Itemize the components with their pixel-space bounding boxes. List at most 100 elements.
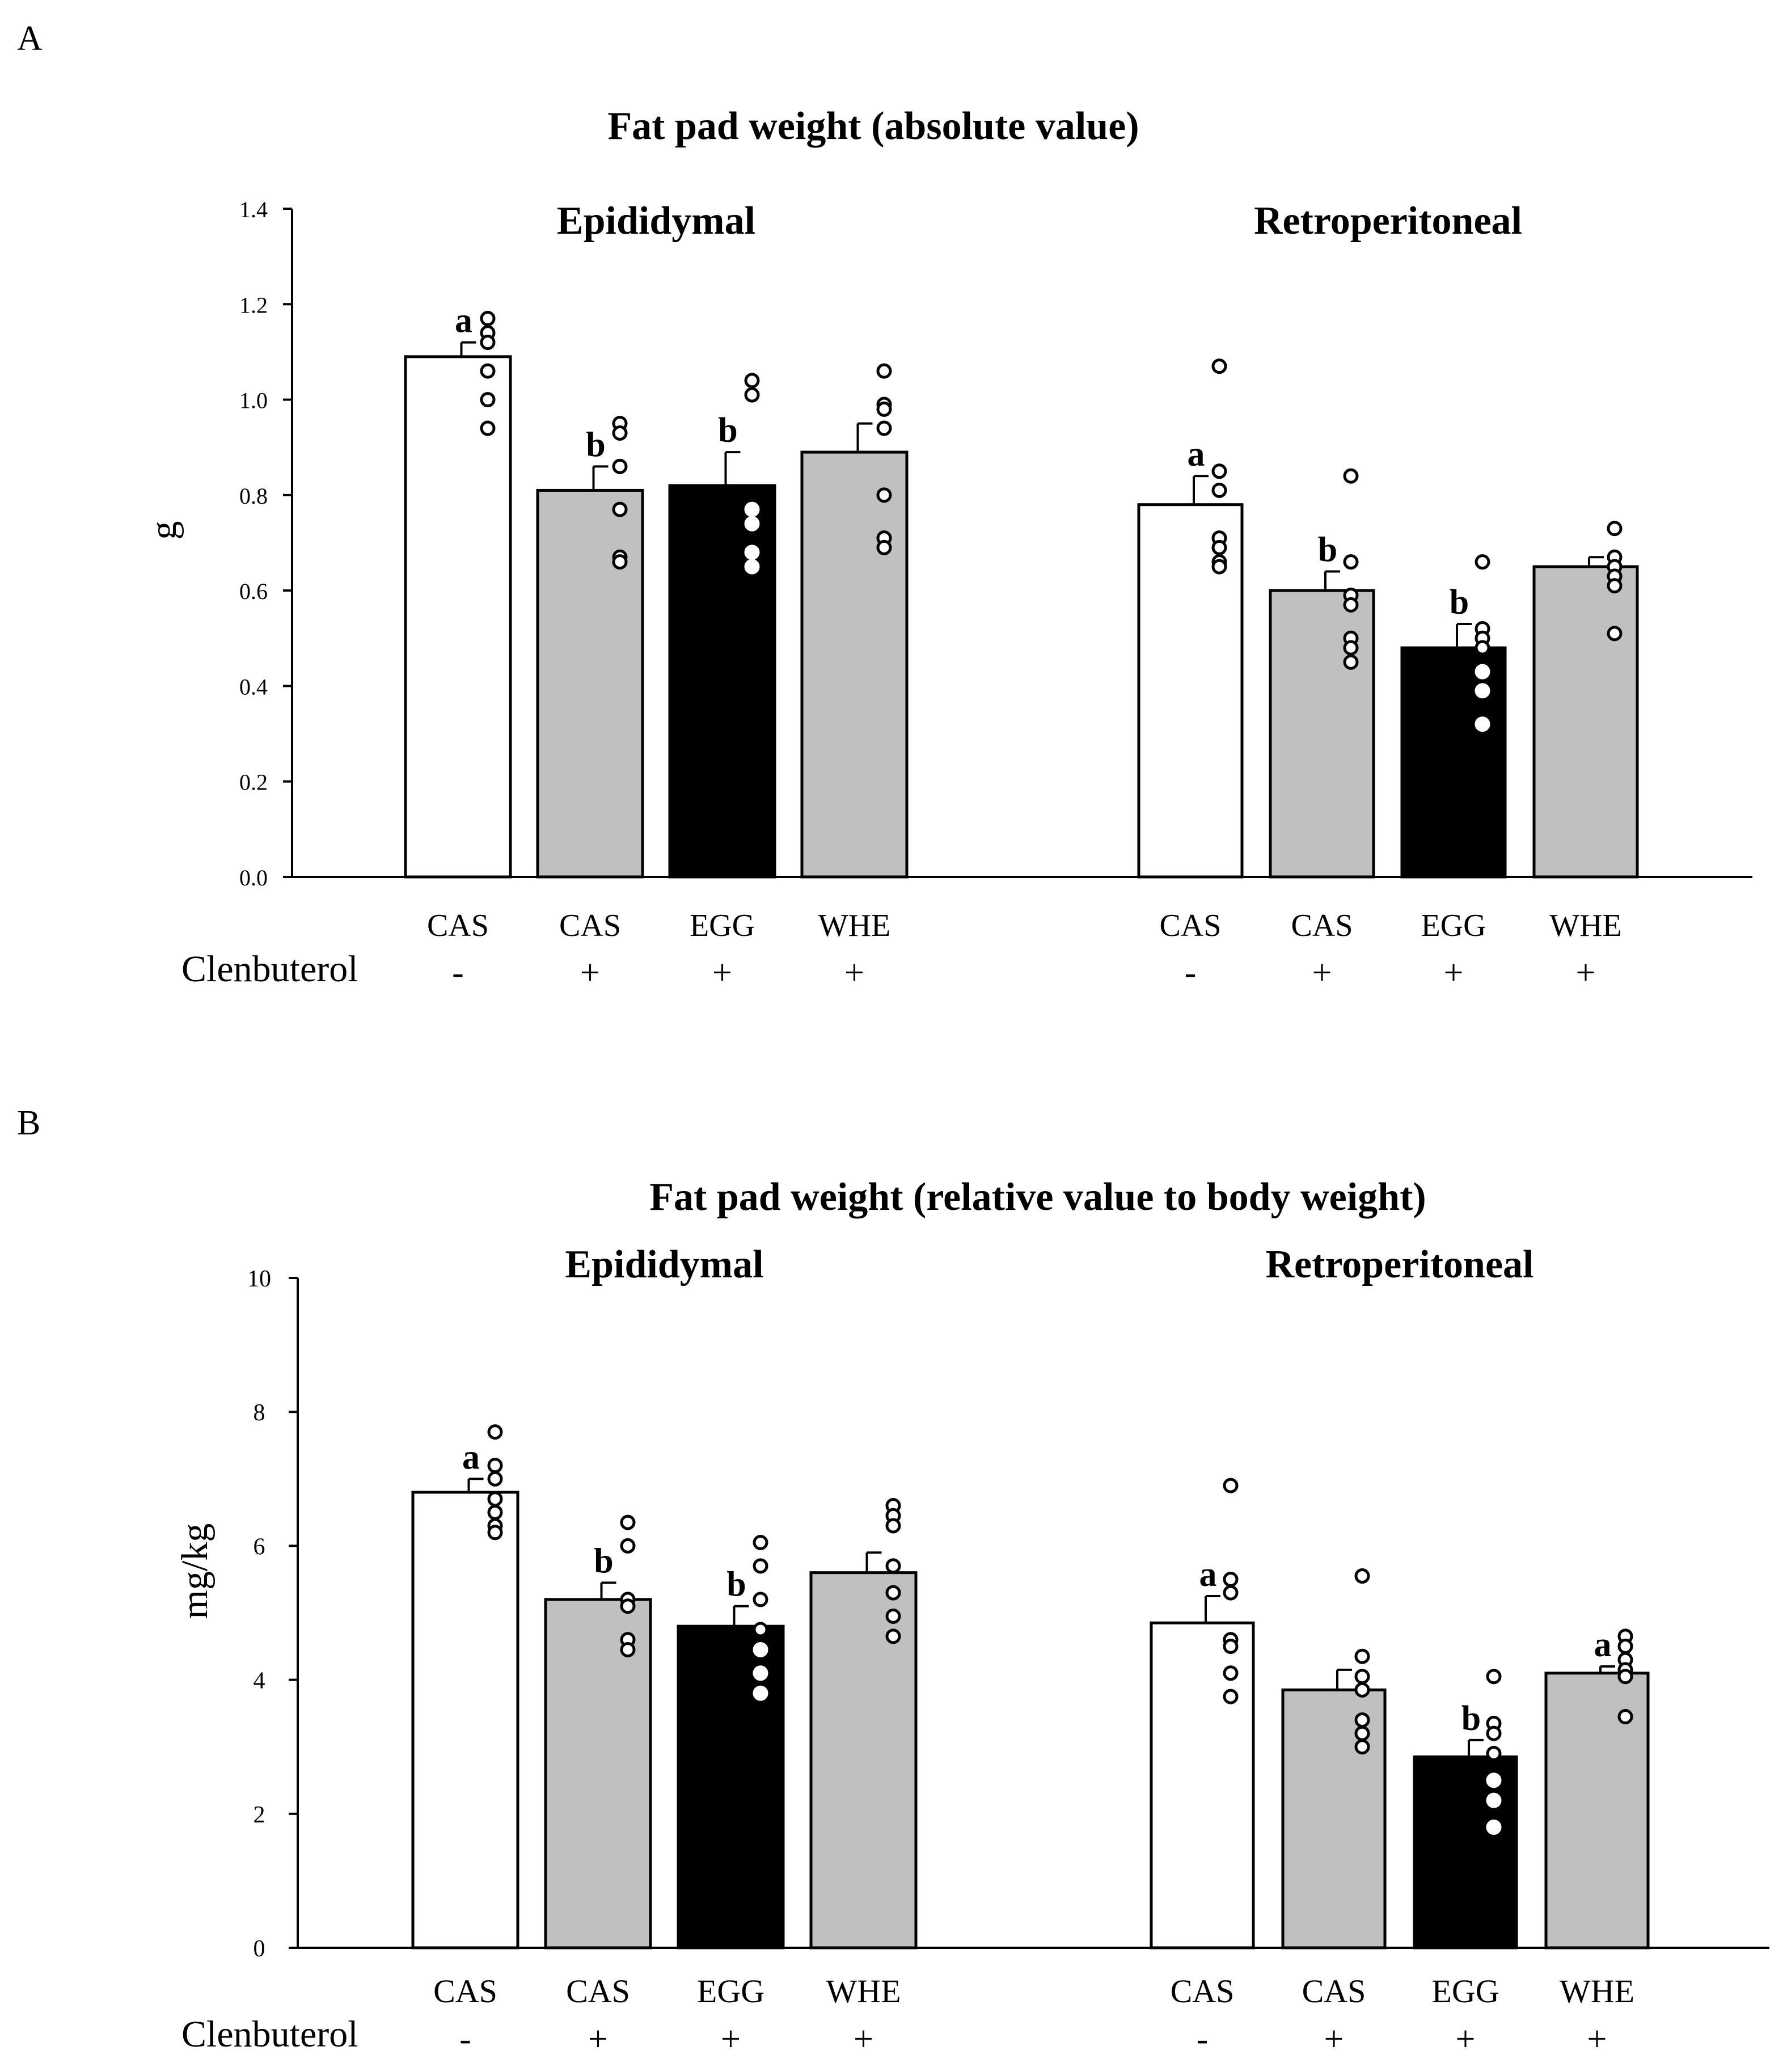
chart-title: Fat pad weight (relative value to body w… <box>649 1175 1426 1219</box>
y-tick-label: 1.2 <box>239 292 268 318</box>
significance-letter: b <box>718 411 737 450</box>
significance-letter: b <box>586 425 605 464</box>
data-point <box>1354 1682 1370 1698</box>
data-point <box>1354 1648 1370 1664</box>
data-point <box>885 1518 901 1534</box>
clenbuterol-sign: + <box>844 953 864 992</box>
clenbuterol-sign: + <box>580 953 600 992</box>
clenbuterol-sign: + <box>1587 2020 1607 2058</box>
data-point <box>480 363 496 379</box>
data-point <box>885 1558 901 1574</box>
diet-label: CAS <box>566 1973 630 2010</box>
diet-label: EGG <box>1431 1973 1499 2010</box>
data-point <box>1223 1585 1239 1601</box>
data-point <box>1343 597 1359 613</box>
y-tick-label: 0.8 <box>239 483 268 509</box>
bar-group-retroperitoneal: Retroperitoneal a CAS - b CAS + b EGG + WHE + <box>1137 199 1639 992</box>
bar <box>800 450 909 879</box>
data-point <box>753 1685 768 1701</box>
data-point <box>1607 578 1623 594</box>
clenbuterol-row-label: Clenbuterol <box>181 2014 358 2055</box>
data-point <box>1223 1478 1239 1493</box>
chart-panel-A: A Fat pad weight (absolute value) 0.0 0.2 0.… <box>17 19 1752 992</box>
data-point <box>753 1558 768 1574</box>
data-point <box>1354 1568 1370 1584</box>
data-point <box>620 1598 636 1614</box>
bar-group-retroperitoneal: Retroperitoneal a CAS - CAS + b EGG + a WHE + <box>1150 1243 1650 2058</box>
data-point <box>1343 468 1359 484</box>
data-point <box>753 1665 768 1681</box>
diet-label: WHE <box>1560 1973 1634 2010</box>
bar <box>404 355 512 879</box>
y-tick-label: 1.4 <box>239 197 268 222</box>
significance-letter: b <box>1461 1699 1481 1738</box>
diet-label: WHE <box>826 1973 901 2010</box>
y-axis-label: g <box>143 521 184 540</box>
bar <box>1413 1755 1518 1949</box>
group-title: Retroperitoneal <box>1254 199 1522 243</box>
clenbuterol-sign: + <box>1324 2020 1344 2058</box>
clenbuterol-sign: + <box>721 2020 741 2058</box>
data-point <box>1354 1725 1370 1741</box>
data-point <box>480 392 496 408</box>
bar <box>411 1491 519 1949</box>
significance-letter: a <box>455 302 472 340</box>
significance-letter: b <box>1318 530 1337 569</box>
data-point <box>753 1622 768 1638</box>
data-point <box>1486 1792 1502 1808</box>
bar <box>677 1624 785 1949</box>
data-point <box>1475 640 1490 656</box>
data-point <box>480 311 496 327</box>
bar <box>544 1598 652 1949</box>
bar-group-epididymal: Epididymal a CAS - b CAS + b EGG + WHE + <box>411 1243 918 2058</box>
bar <box>536 488 644 879</box>
data-point <box>487 1424 503 1440</box>
bar <box>1281 1688 1387 1949</box>
diet-label: WHE <box>818 908 891 943</box>
data-point <box>487 1458 503 1474</box>
data-point <box>876 539 892 555</box>
diet-label: CAS <box>433 1973 497 2010</box>
diet-label: CAS <box>427 908 489 943</box>
clenbuterol-sign: - <box>1197 2020 1209 2058</box>
diet-label: CAS <box>559 908 621 943</box>
data-point <box>876 487 892 503</box>
clenbuterol-sign: + <box>588 2020 608 2058</box>
diet-label: EGG <box>690 908 755 943</box>
data-point <box>1223 1689 1239 1704</box>
y-tick-label: 1.0 <box>239 388 268 413</box>
data-point <box>480 335 496 351</box>
data-point <box>1223 1571 1239 1587</box>
chart-panel-B: B Fat pad weight (relative value to body … <box>17 1104 1769 2058</box>
data-point <box>744 559 760 575</box>
y-tick-label: 0.2 <box>239 770 268 795</box>
clenbuterol-sign: + <box>854 2020 873 2058</box>
data-point <box>612 501 628 517</box>
data-point <box>1617 1639 1633 1655</box>
group-title: Epididymal <box>557 199 755 243</box>
y-tick-label: 0 <box>254 1936 265 1962</box>
data-point <box>744 501 760 517</box>
significance-letter: b <box>1450 583 1469 622</box>
data-point <box>1211 482 1227 498</box>
data-point <box>620 1538 636 1554</box>
data-point <box>753 1592 768 1607</box>
data-point <box>876 363 892 379</box>
clenbuterol-sign: + <box>712 953 732 992</box>
clenbuterol-sign: + <box>1576 953 1596 992</box>
panel-label: A <box>17 19 43 58</box>
data-point <box>885 1608 901 1624</box>
data-point <box>1211 463 1227 479</box>
y-axis-label: mg/kg <box>174 1524 216 1619</box>
data-point <box>612 554 628 570</box>
y-tick-label: 2 <box>254 1802 265 1828</box>
data-point <box>744 516 760 531</box>
data-point <box>876 401 892 417</box>
data-point <box>1354 1712 1370 1728</box>
data-point <box>1486 1819 1502 1835</box>
data-point <box>1223 1639 1239 1655</box>
data-point <box>1354 1739 1370 1755</box>
clenbuterol-sign: + <box>1312 953 1332 992</box>
chart-title: Fat pad weight (absolute value) <box>607 104 1139 148</box>
